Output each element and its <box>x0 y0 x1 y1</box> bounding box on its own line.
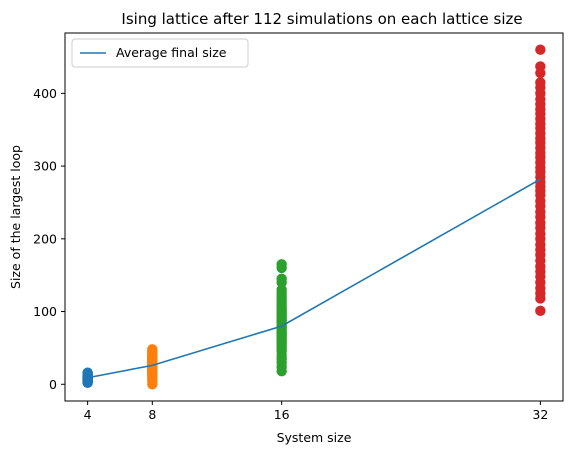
legend-label: Average final size <box>116 45 227 60</box>
scatter-point <box>276 273 287 285</box>
scatter-point <box>276 259 287 270</box>
axes-frame <box>64 32 564 402</box>
y-tick-label: 0 <box>49 377 57 392</box>
scatter-point <box>147 344 158 355</box>
x-tick-label: 16 <box>274 407 290 422</box>
x-tick-label: 32 <box>532 407 548 422</box>
scatter-point <box>535 44 546 55</box>
y-tick-label: 100 <box>33 304 57 319</box>
scatter-series-16 <box>276 259 287 377</box>
x-axis-label: System size <box>277 430 352 445</box>
scatter-series-32 <box>535 44 546 317</box>
y-tick-label: 300 <box>33 159 57 174</box>
scatter-point <box>535 77 546 88</box>
average-line <box>87 178 541 379</box>
x-tick-label: 8 <box>148 407 156 422</box>
y-tick-label: 200 <box>33 231 57 246</box>
scatter-point <box>535 61 546 72</box>
legend: Average final size <box>71 38 249 68</box>
scatter-point <box>535 305 546 317</box>
chart-title: Ising lattice after 112 simulations on e… <box>121 10 522 28</box>
x-tick-label: 4 <box>84 407 92 422</box>
y-axis-ticks: 0 100 200 300 400 <box>33 86 65 392</box>
plot-area <box>82 44 546 390</box>
legend-box <box>71 38 249 68</box>
scatter-point <box>82 367 93 378</box>
x-axis-ticks: 4 8 16 32 <box>84 401 548 422</box>
y-tick-label: 400 <box>33 86 57 101</box>
scatter-point <box>276 284 287 295</box>
y-axis-label: Size of the largest loop <box>8 145 23 289</box>
